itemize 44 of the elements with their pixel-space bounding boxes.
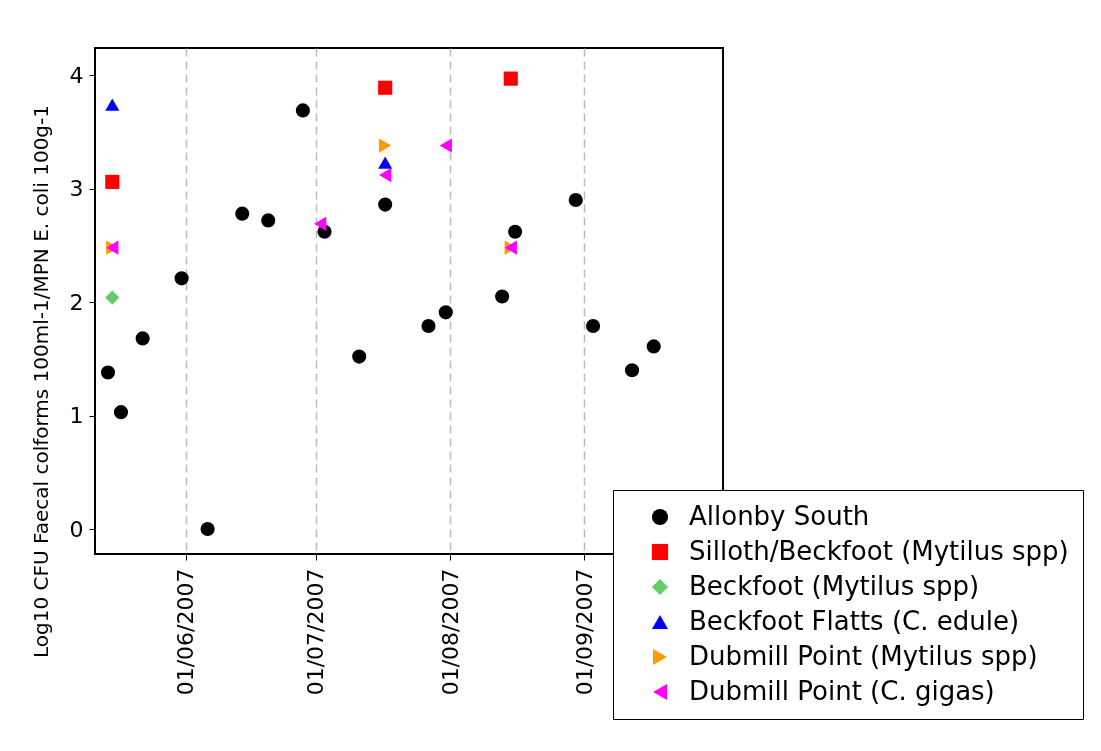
point xyxy=(379,138,392,153)
point xyxy=(379,168,392,183)
point xyxy=(100,365,116,380)
point xyxy=(568,192,583,208)
point xyxy=(624,363,640,378)
point xyxy=(105,290,120,305)
legend-label: Silloth/Beckfoot (Mytilus spp) xyxy=(689,536,1069,566)
y-tick-label: 4 xyxy=(69,62,84,88)
point xyxy=(378,197,393,212)
point xyxy=(508,224,523,239)
point xyxy=(314,216,327,231)
legend-label: Dubmill Point (Mytilus spp) xyxy=(689,641,1038,671)
point xyxy=(200,521,215,537)
point xyxy=(586,318,601,334)
point xyxy=(135,331,150,346)
point xyxy=(105,174,120,189)
point xyxy=(503,71,518,86)
y-axis-title: Log10 CFU Faecal colforms 100ml-1/MPN E. coli 100g-1 xyxy=(28,105,53,658)
legend-label: Beckfoot Flatts (C. edule) xyxy=(689,606,1020,636)
point xyxy=(235,206,250,221)
point xyxy=(421,318,436,334)
point xyxy=(352,349,367,364)
point xyxy=(378,80,393,95)
legend-label: Beckfoot (Mytilus spp) xyxy=(689,571,980,601)
point xyxy=(439,138,452,153)
point xyxy=(378,156,393,169)
point xyxy=(174,271,189,286)
point xyxy=(113,405,129,420)
point xyxy=(295,103,310,118)
point xyxy=(495,289,510,304)
x-tick-label: 01/06/2007 xyxy=(173,568,199,696)
legend-label: Allonby South xyxy=(689,501,870,531)
y-tick-label: 2 xyxy=(69,289,84,315)
point xyxy=(261,213,276,228)
y-tick-label: 0 xyxy=(69,516,84,542)
point xyxy=(438,305,453,320)
point xyxy=(646,339,661,354)
point xyxy=(105,98,120,111)
legend-label: Dubmill Point (C. gigas) xyxy=(689,676,995,706)
x-tick-label: 01/08/2007 xyxy=(437,568,463,696)
y-tick-label: 1 xyxy=(69,403,84,429)
y-tick-label: 3 xyxy=(69,176,84,202)
x-tick-label: 01/09/2007 xyxy=(571,568,597,696)
x-tick-label: 01/07/2007 xyxy=(303,568,329,696)
